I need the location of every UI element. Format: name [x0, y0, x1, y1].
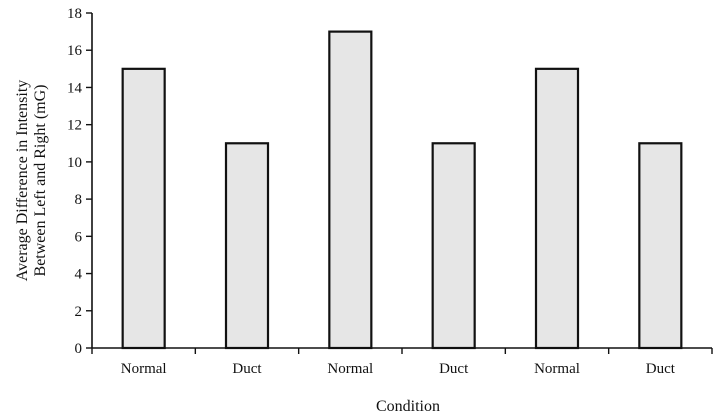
y-axis-label-line: Between Left and Right (mG): [32, 85, 49, 277]
bars: [121, 30, 683, 350]
y-tick-label: 14: [67, 80, 83, 96]
y-tick-label: 10: [67, 155, 82, 171]
y-tick-label: 4: [75, 267, 83, 283]
bar-4: [431, 142, 476, 350]
x-tick-label: Duct: [646, 361, 676, 377]
y-axis-label-line: Average Difference in Intensity: [14, 80, 31, 282]
bar-5: [534, 67, 580, 350]
y-tick-label: 18: [67, 6, 82, 22]
x-tick-label: Normal: [121, 361, 167, 377]
x-tick-label: Duct: [439, 361, 469, 377]
bar-1: [121, 67, 166, 350]
x-tick-label: Normal: [327, 361, 373, 377]
bar-3: [328, 30, 373, 350]
x-axis-ticks: Normal Duct Normal Duct Normal Duct: [91, 348, 713, 377]
y-tick-label: 12: [67, 118, 82, 134]
y-axis-ticks: 0 2 4 6 8 10 12 14 16 18: [67, 6, 92, 357]
x-tick-label: Duct: [232, 361, 262, 377]
y-tick-label: 16: [67, 43, 83, 59]
y-tick-label: 6: [75, 229, 83, 245]
bar-2: [224, 142, 270, 350]
y-axis-label: Average Difference in Intensity Between L…: [14, 80, 49, 282]
x-axis-label: Condition: [376, 398, 440, 414]
x-tick-label: Normal: [534, 361, 580, 377]
y-tick-label: 2: [75, 304, 83, 320]
y-tick-label: 8: [75, 192, 83, 208]
bar-6: [638, 142, 683, 350]
y-tick-label: 0: [75, 341, 83, 357]
